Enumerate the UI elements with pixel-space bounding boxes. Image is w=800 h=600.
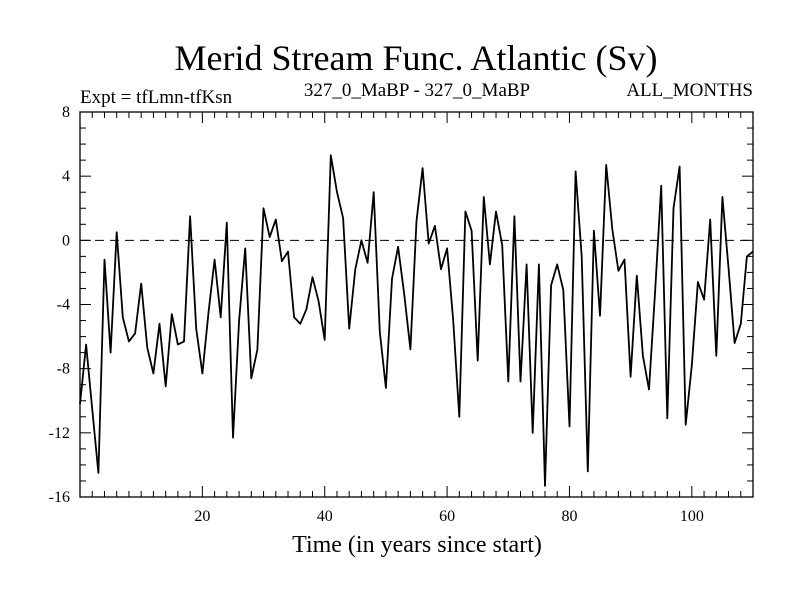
x-axis-label: Time (in years since start) (292, 532, 542, 558)
experiment-label: Expt = tfLmn-tfKsn (80, 87, 233, 108)
y-tick-label: 4 (62, 168, 70, 185)
months-label: ALL_MONTHS (626, 80, 753, 101)
series-line (79, 154, 754, 487)
series-group (79, 154, 754, 487)
y-tick-label: -16 (49, 489, 70, 506)
y-tick-label: 0 (62, 232, 70, 249)
y-tick-label: 8 (62, 104, 70, 121)
chart-title: Merid Stream Func. Atlantic (Sv) (175, 38, 658, 78)
x-tick-label: 20 (194, 508, 210, 525)
y-tick-label: -12 (49, 425, 70, 442)
x-tick-label: 40 (317, 508, 333, 525)
x-tick-label: 60 (439, 508, 455, 525)
y-tick-labels: 8 4 0 -4 -8 -12 -16 (49, 104, 70, 506)
plot-frame (79, 111, 754, 498)
x-tick-label: 100 (680, 508, 704, 525)
y-tick-label: -8 (57, 361, 70, 378)
tick-marks (80, 112, 753, 497)
x-tick-label: 80 (561, 508, 577, 525)
period-label: 327_0_MaBP - 327_0_MaBP (304, 80, 530, 101)
x-tick-labels: 20 40 60 80 100 (194, 508, 703, 525)
y-tick-label: -4 (57, 297, 70, 314)
